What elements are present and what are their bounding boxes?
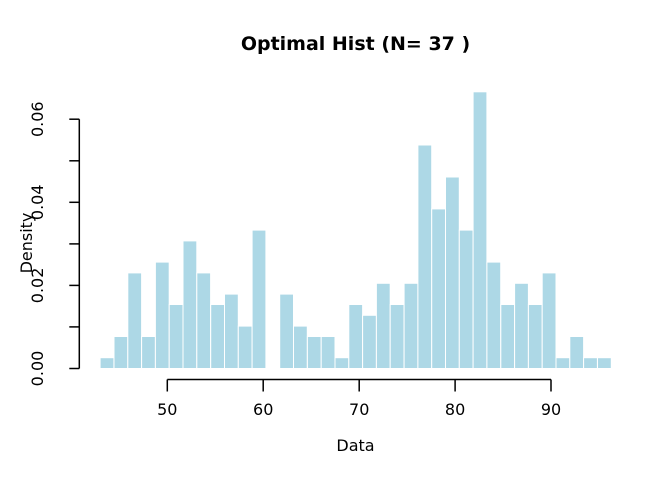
histogram-bar xyxy=(348,304,364,369)
histogram-bar xyxy=(527,304,543,369)
y-tick-label: 0.04 xyxy=(28,184,47,220)
histogram-bar xyxy=(182,240,198,369)
histogram-bar xyxy=(389,304,405,369)
histogram-bar xyxy=(127,272,143,369)
histogram-bar xyxy=(500,304,516,369)
histogram-bar xyxy=(168,304,184,369)
histogram-bar xyxy=(210,304,225,369)
histogram-bar xyxy=(569,336,585,369)
histogram-bar xyxy=(555,357,571,370)
y-tick-label: 0.06 xyxy=(28,101,47,137)
histogram-bar xyxy=(141,336,156,369)
histogram-bar xyxy=(445,176,460,369)
histogram-bar xyxy=(583,357,598,370)
x-tick-label: 70 xyxy=(349,400,369,419)
histogram-bar xyxy=(251,229,267,369)
chart-title: Optimal Hist (N= 37 ) xyxy=(240,33,471,55)
y-tick-label: 0.00 xyxy=(28,351,47,387)
x-tick-label: 80 xyxy=(445,400,465,419)
histogram-bar xyxy=(334,357,350,370)
histogram-bar xyxy=(237,325,253,370)
histogram-bar xyxy=(113,336,129,369)
y-tick-label: 0.02 xyxy=(28,268,47,304)
x-tick-label: 60 xyxy=(253,400,273,419)
histogram-bar xyxy=(99,357,115,370)
histogram-bar xyxy=(320,336,336,369)
histogram-bar xyxy=(279,293,295,370)
histogram-bar xyxy=(514,282,529,369)
x-tick-label: 90 xyxy=(541,400,561,419)
histogram-bar xyxy=(196,272,212,369)
histogram-bar xyxy=(541,272,557,369)
histogram-bar xyxy=(486,261,502,370)
histogram-bar xyxy=(293,325,308,370)
histogram-bar xyxy=(472,91,488,370)
histogram-bar xyxy=(431,208,447,369)
histogram-bar xyxy=(417,144,433,369)
histogram-bar xyxy=(375,282,391,369)
histogram-bar xyxy=(224,293,239,370)
histogram-bar xyxy=(458,229,474,369)
histogram-bar xyxy=(597,357,612,370)
x-axis-label: Data xyxy=(336,436,375,455)
histogram-bar xyxy=(403,282,419,369)
x-tick-label: 50 xyxy=(157,400,177,419)
histogram-bar xyxy=(362,314,377,369)
histogram-bar xyxy=(154,261,170,370)
histogram-bar xyxy=(306,336,322,369)
